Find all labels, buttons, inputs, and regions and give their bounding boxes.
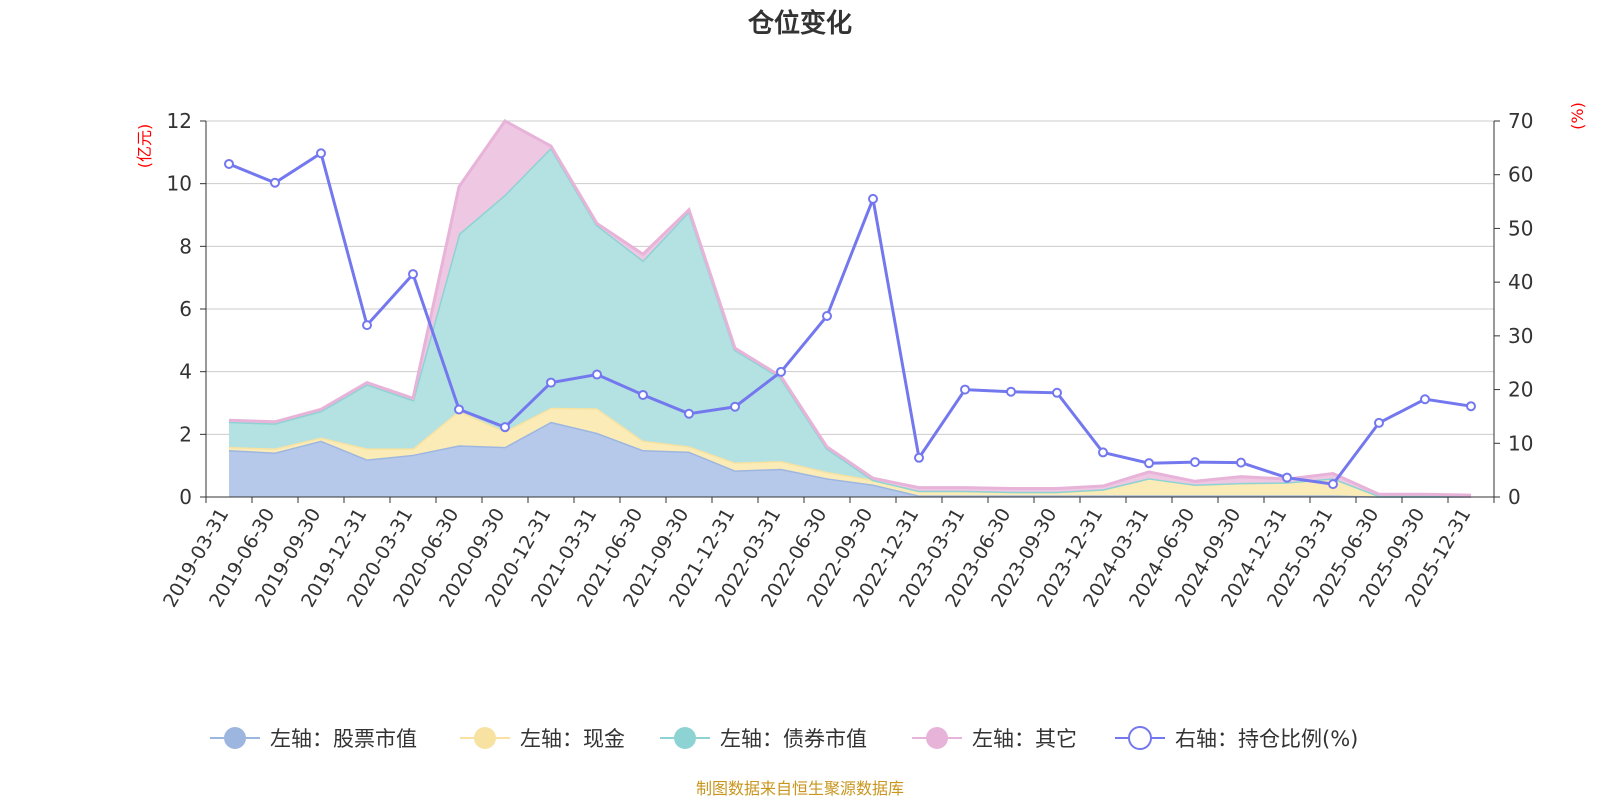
legend-label: 左轴：股票市值 <box>270 727 417 751</box>
ratio-point <box>1190 457 1200 468</box>
ratio-point <box>914 452 924 463</box>
legend-item[interactable]: 左轴：现金 <box>460 727 625 751</box>
ratio-point <box>1328 479 1338 490</box>
left-tick-label: 12 <box>167 109 192 133</box>
ratio-point <box>822 310 832 321</box>
left-axis-unit: (亿元) <box>135 124 154 169</box>
legend-label: 左轴：债券市值 <box>720 727 867 751</box>
legend-item[interactable]: 左轴：股票市值 <box>210 727 417 751</box>
right-tick-label: 0 <box>1508 485 1521 509</box>
ratio-point <box>1098 447 1108 458</box>
right-tick-label: 60 <box>1508 163 1533 187</box>
legend-symbol <box>1128 726 1152 750</box>
ratio-point <box>270 177 280 188</box>
ratio-point <box>1466 401 1476 412</box>
ratio-point <box>316 148 326 159</box>
ratio-point <box>638 389 648 400</box>
right-tick-label: 70 <box>1508 109 1533 133</box>
area-series-0 <box>229 421 1471 497</box>
legend-symbol <box>474 727 496 749</box>
legend[interactable]: 左轴：股票市值 左轴：现金 左轴：债券市值 左轴：其它 右轴：持仓比例(%) <box>210 726 1358 751</box>
ratio-point <box>500 422 510 433</box>
left-tick-label: 8 <box>179 234 192 258</box>
legend-symbol <box>674 727 696 749</box>
left-tick-label: 2 <box>179 422 192 446</box>
ratio-point <box>730 401 740 412</box>
ratio-point <box>1420 394 1430 405</box>
ratio-point <box>1144 458 1154 469</box>
stacked-areas <box>228 119 1472 498</box>
ratio-point <box>1374 417 1384 428</box>
legend-symbol <box>926 727 948 749</box>
legend-symbol <box>224 727 246 749</box>
ratio-point <box>408 269 418 280</box>
ratio-point <box>960 384 970 395</box>
ratio-point <box>868 193 878 204</box>
ratio-point <box>546 377 556 388</box>
ratio-line <box>224 148 1476 490</box>
ratio-point <box>1282 472 1292 483</box>
legend-item[interactable]: 左轴：其它 <box>912 727 1077 751</box>
area-series-2 <box>229 147 1471 496</box>
ratio-point <box>1236 457 1246 468</box>
legend-label: 右轴：持仓比例(%) <box>1175 727 1358 751</box>
ratio-point <box>454 404 464 415</box>
ratio-point <box>1006 386 1016 397</box>
right-tick-label: 20 <box>1508 378 1533 402</box>
left-tick-label: 6 <box>179 297 192 321</box>
left-tick-label: 0 <box>179 485 192 509</box>
legend-item[interactable]: 右轴：持仓比例(%) <box>1115 726 1358 751</box>
right-tick-label: 40 <box>1508 270 1533 294</box>
ratio-point <box>684 408 694 419</box>
legend-label: 左轴：其它 <box>972 727 1077 751</box>
chart-title: 仓位变化 <box>747 8 852 39</box>
area-series-1 <box>229 407 1471 497</box>
legend-label: 左轴：现金 <box>520 727 625 751</box>
area-edge-series-3 <box>228 119 1472 497</box>
legend-item[interactable]: 左轴：债券市值 <box>660 727 867 751</box>
axes: 0246810120102030405060702019-03-312019-0… <box>159 109 1533 611</box>
data-source-note: 制图数据来自恒生聚源数据库 <box>696 779 904 798</box>
ratio-point <box>1052 387 1062 398</box>
right-tick-label: 10 <box>1508 431 1533 455</box>
ratio-point <box>224 158 234 169</box>
right-axis-unit: (%) <box>1568 102 1587 130</box>
ratio-point <box>362 320 372 331</box>
ratio-point <box>592 369 602 380</box>
right-tick-label: 30 <box>1508 324 1533 348</box>
ratio-line-path <box>228 150 1472 486</box>
left-tick-label: 10 <box>167 172 192 196</box>
right-tick-label: 50 <box>1508 216 1533 240</box>
ratio-point <box>776 366 786 377</box>
left-tick-label: 4 <box>179 360 192 384</box>
